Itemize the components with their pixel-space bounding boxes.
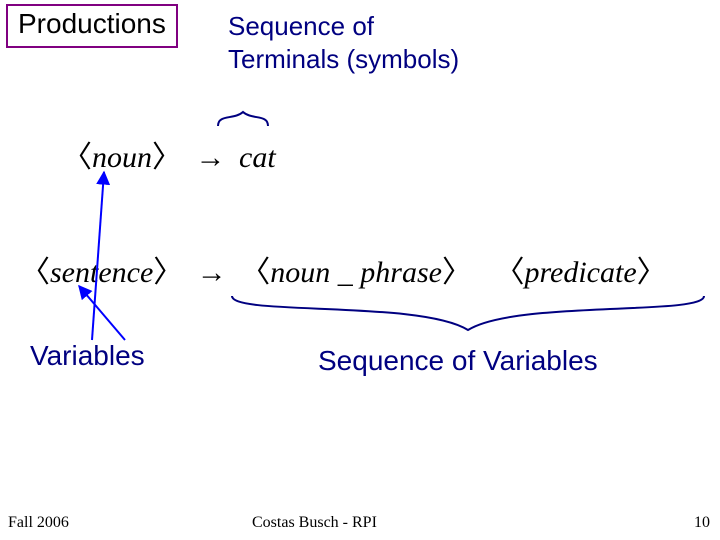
noun-rhs: cat [239,141,276,174]
brace-bottom-variables [232,296,704,330]
footer-author: Costas Busch - RPI [252,514,377,532]
sentence-rhs1: noun _ phrase [270,256,442,289]
production-rule-noun: 〈noun〉 → cat [62,132,276,176]
variables-label: Variables [30,340,145,372]
seq-variables-text: Sequence of Variables [318,345,598,376]
seq-terminals-line2: Terminals (symbols) [228,43,459,76]
sequence-of-terminals-label: Sequence of Terminals (symbols) [228,10,459,75]
noun-lhs: noun [92,141,152,174]
sentence-rhs2: predicate [524,256,636,289]
footer-page-number: 10 [694,514,710,532]
variables-text: Variables [30,340,145,371]
sequence-of-variables-label: Sequence of Variables [318,345,598,377]
footer-term: Fall 2006 [8,514,69,532]
sentence-lhs: sentence [50,256,153,289]
production-rule-sentence: 〈sentence〉 → 〈noun _ phrase〉 〈predicate〉 [20,247,667,291]
seq-terminals-line1: Sequence of [228,10,459,43]
arrow-variables-to-sentence [79,286,125,340]
productions-heading: Productions [6,4,178,48]
brace-top-terminals [218,112,268,126]
productions-text: Productions [18,8,166,39]
